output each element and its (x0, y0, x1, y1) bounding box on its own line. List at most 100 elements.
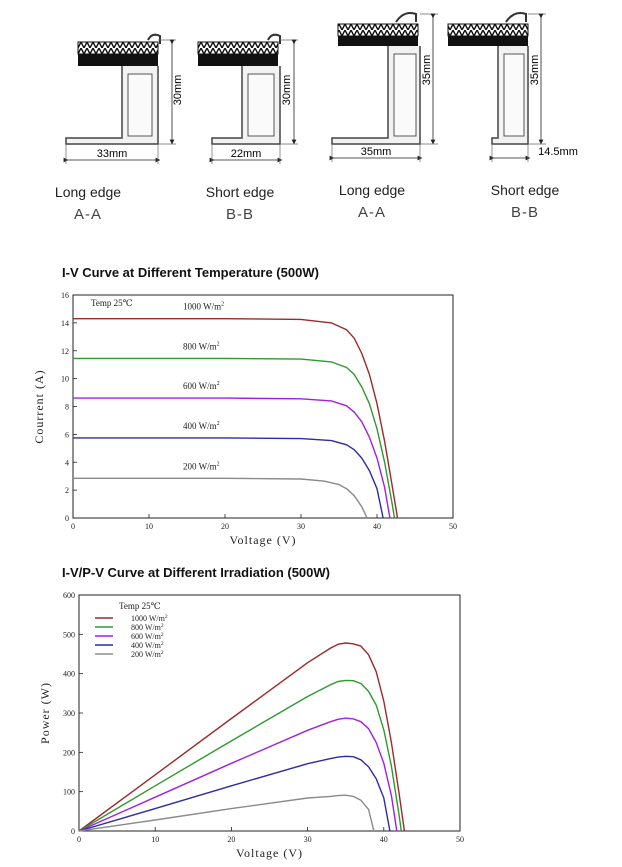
temperature-annotation: Temp 25℃ (119, 601, 161, 611)
y-axis-label: Courrent (A) (32, 369, 46, 443)
frame-section-3: 35mm 35mm (329, 12, 438, 162)
legend-label-base: 1000 W/m (131, 614, 166, 623)
legend-label-base: 600 W/m (131, 632, 162, 641)
x-tick-label: 30 (304, 835, 312, 844)
y-tick-label: 12 (61, 347, 69, 356)
legend-label-sup: 2 (161, 632, 164, 638)
legend-label-sup: 2 (165, 614, 168, 620)
frame-3-section-label: A-A (357, 204, 386, 221)
frame-1-edge-label: Long edge (54, 184, 122, 200)
series-label-sup: 2 (221, 302, 224, 308)
series-label-1: 800 W/m2 (183, 341, 220, 351)
y-tick-label: 300 (63, 709, 75, 718)
legend-label-base: 800 W/m (131, 623, 162, 632)
frame-section-1: 33mm 30mm (63, 33, 184, 164)
frame-3-edge-label: Long edge (338, 182, 406, 198)
series-label-0: 1000 W/m2 (183, 302, 224, 312)
legend-label-3: 400 W/m2 (131, 641, 164, 650)
frame-section-4: 14.5mm 35mm (447, 12, 578, 162)
legend-label-base: 200 W/m (131, 650, 162, 659)
x-tick-label: 50 (456, 835, 464, 844)
iv-temperature-chart: 0 10 20 30 40 50 0 2 4 6 8 10 12 14 16 Voltage (V) Courr… (32, 291, 457, 547)
temperature-annotation: Temp 25℃ (91, 298, 133, 308)
y-axis-label: Power (W) (38, 682, 52, 744)
chart-1-title: I-V Curve at Different Temperature (500W… (62, 265, 319, 280)
y-tick-label: 0 (65, 514, 69, 523)
series-label-sup: 2 (217, 381, 220, 387)
x-tick-label: 50 (449, 522, 457, 531)
series-label-sup: 2 (217, 461, 220, 467)
frame-drawings: 33mm 30mm 22mm 30mm (0, 0, 622, 235)
series-line-1 (73, 357, 396, 519)
frame-sections-svg: 33mm 30mm 22mm 30mm (63, 12, 578, 164)
series-line-2 (73, 397, 391, 519)
legend-label-0: 1000 W/m2 (131, 614, 168, 623)
y-tick-label: 8 (65, 403, 69, 412)
x-tick-label: 0 (71, 522, 75, 531)
series-label-3: 400 W/m2 (183, 421, 220, 431)
series-line-2 (78, 717, 398, 832)
frame-4-edge-label: Short edge (490, 182, 560, 198)
series-line-0 (78, 642, 406, 832)
x-tick-label: 40 (373, 522, 381, 531)
series-line-3 (73, 437, 384, 519)
series-label-sup: 2 (217, 341, 220, 347)
frame-4-height: 35mm (529, 55, 541, 86)
frame-section-2: 22mm 30mm (197, 33, 298, 164)
x-axis-label: Voltage (V) (229, 533, 296, 547)
legend-label-2: 600 W/m2 (131, 632, 164, 641)
chart-2-title: I-V/P-V Curve at Different Irradiation (… (62, 565, 330, 580)
series-line-1 (78, 679, 402, 832)
frame-3-height: 35mm (421, 55, 433, 86)
series-label-sup: 2 (217, 421, 220, 427)
series-line-4 (73, 477, 368, 519)
series-line-4 (78, 794, 375, 832)
series-line-0 (73, 318, 399, 519)
frame-4-section-label: B-B (510, 204, 539, 221)
series-label-base: 400 W/m (183, 421, 217, 431)
series-label-base: 1000 W/m (183, 302, 221, 312)
y-tick-label: 14 (61, 319, 69, 328)
frame-3-width: 35mm (361, 146, 392, 158)
legend-label-sup: 2 (161, 641, 164, 647)
frame-2-height: 30mm (281, 75, 293, 106)
frame-1-width: 33mm (97, 148, 128, 160)
x-tick-label: 10 (145, 522, 153, 531)
frame-2-width: 22mm (231, 148, 262, 160)
x-tick-label: 30 (297, 522, 305, 531)
series-label-base: 200 W/m (183, 461, 217, 471)
y-tick-label: 600 (63, 591, 75, 600)
legend-label-base: 400 W/m (131, 641, 162, 650)
x-tick-label: 40 (380, 835, 388, 844)
x-tick-label: 20 (221, 522, 229, 531)
frame-2-section-label: B-B (225, 206, 254, 223)
x-tick-label: 20 (227, 835, 235, 844)
y-tick-label: 6 (65, 430, 69, 439)
series-label-base: 800 W/m (183, 341, 217, 351)
y-tick-label: 16 (61, 291, 69, 300)
y-tick-label: 0 (71, 827, 75, 836)
series-line-3 (78, 755, 391, 832)
y-tick-label: 4 (65, 458, 69, 467)
frame-1-section-label: A-A (73, 206, 102, 223)
y-tick-label: 400 (63, 670, 75, 679)
legend-label-sup: 2 (161, 650, 164, 656)
y-tick-label: 100 (63, 788, 75, 797)
y-tick-label: 2 (65, 486, 69, 495)
y-tick-label: 10 (61, 375, 69, 384)
x-tick-label: 0 (77, 835, 81, 844)
x-axis-label: Voltage (V) (236, 846, 303, 860)
plot-frame (72, 294, 454, 519)
y-tick-label: 200 (63, 748, 75, 757)
frame-4-width: 14.5mm (538, 146, 578, 158)
legend-label-1: 800 W/m2 (131, 623, 164, 632)
frame-2-edge-label: Short edge (205, 184, 275, 200)
frame-1-height: 30mm (172, 75, 184, 106)
series-label-2: 600 W/m2 (183, 381, 220, 391)
series-label-base: 600 W/m (183, 381, 217, 391)
legend-label-4: 200 W/m2 (131, 650, 164, 659)
legend-label-sup: 2 (161, 623, 164, 629)
y-tick-label: 500 (63, 630, 75, 639)
x-tick-label: 10 (151, 835, 159, 844)
